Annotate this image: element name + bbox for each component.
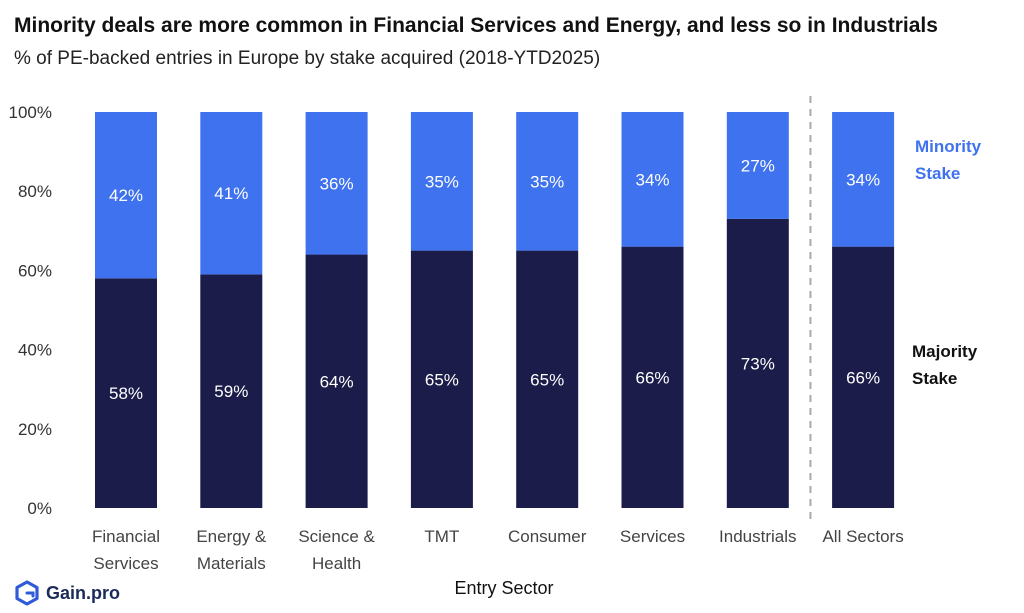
x-tick-label: Consumer	[508, 527, 587, 546]
bar-minority	[621, 112, 684, 247]
brand-logo: Gain.pro	[14, 580, 120, 606]
bar-majority	[410, 250, 473, 508]
x-tick-label: Materials	[197, 554, 266, 573]
legend-label-majority: Stake	[912, 369, 957, 388]
bar-majority	[95, 278, 157, 508]
bar-majority	[305, 254, 368, 508]
x-axis-title: Entry Sector	[454, 578, 553, 598]
x-tick-label: Health	[312, 554, 361, 573]
brand-name: Gain.pro	[46, 582, 121, 603]
x-tick-label: All Sectors	[822, 527, 903, 546]
bar-majority	[726, 218, 789, 509]
y-tick-label: 80%	[18, 182, 52, 201]
x-tick-label: Services	[93, 554, 158, 573]
legend-label-minority: Stake	[915, 164, 960, 183]
x-tick-label: Industrials	[719, 527, 796, 546]
bar-majority	[621, 246, 684, 508]
x-tick-label: Energy &	[196, 527, 267, 546]
bar-minority	[726, 112, 789, 219]
data-label-minority: 34%	[846, 170, 880, 189]
y-tick-label: 60%	[18, 261, 52, 280]
bar-minority	[410, 112, 473, 251]
data-label-majority: 73%	[741, 354, 775, 373]
bar-minority	[832, 112, 895, 247]
y-tick-label: 100%	[9, 103, 52, 122]
data-label-majority: 65%	[425, 370, 459, 389]
data-label-minority: 34%	[635, 170, 669, 189]
data-label-majority: 66%	[846, 368, 880, 387]
y-tick-label: 40%	[18, 341, 52, 360]
y-tick-label: 0%	[27, 499, 52, 518]
bar-minority	[200, 112, 263, 275]
y-tick-label: 20%	[18, 420, 52, 439]
data-label-minority: 27%	[741, 156, 775, 175]
x-tick-label: Science &	[298, 527, 375, 546]
x-tick-label: Services	[620, 527, 685, 546]
bar-majority	[200, 274, 263, 508]
gain-pro-logo-icon	[15, 580, 39, 606]
bar-majority	[516, 250, 579, 508]
chart-title: Minority deals are more common in Financ…	[14, 14, 938, 37]
legend-label-majority: Majority	[912, 342, 978, 361]
bar-minority	[95, 112, 157, 279]
legend-label-minority: Minority	[915, 137, 982, 156]
x-tick-label: TMT	[424, 527, 459, 546]
bar-minority	[305, 112, 368, 255]
data-label-minority: 35%	[425, 172, 459, 191]
data-label-majority: 58%	[109, 384, 143, 403]
data-label-majority: 65%	[530, 370, 564, 389]
data-label-minority: 41%	[214, 184, 248, 203]
x-tick-label: Financial	[92, 527, 160, 546]
bar-majority	[832, 246, 895, 508]
data-label-majority: 64%	[320, 372, 354, 391]
bar-minority	[516, 112, 579, 251]
data-label-majority: 66%	[635, 368, 669, 387]
chart-subtitle: % of PE-backed entries in Europe by stak…	[14, 48, 601, 69]
data-label-minority: 42%	[109, 186, 143, 205]
data-label-minority: 36%	[320, 174, 354, 193]
data-label-minority: 35%	[530, 172, 564, 191]
data-label-majority: 59%	[214, 382, 248, 401]
